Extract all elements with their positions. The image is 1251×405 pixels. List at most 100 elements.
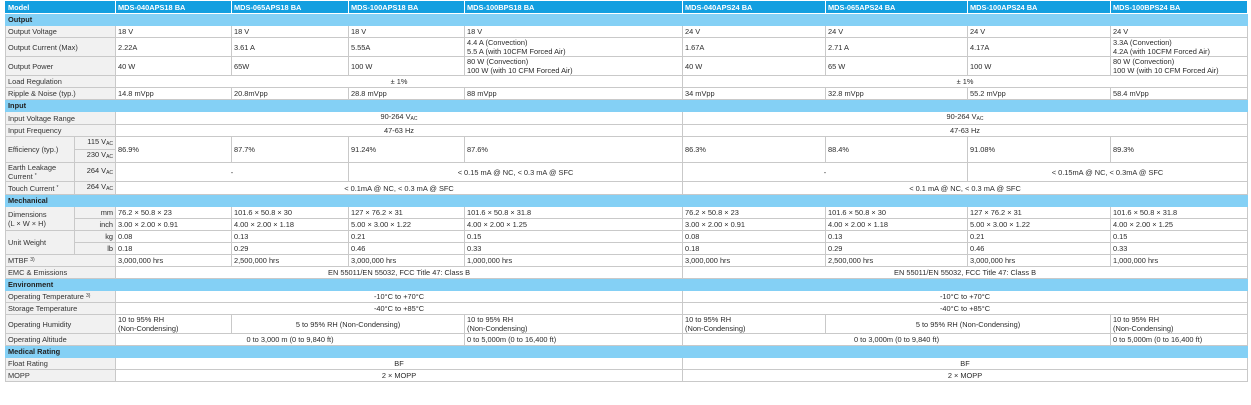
value-text: < 0.1 mA @ NC, < 0.3 mA @ SFC [909, 183, 1021, 193]
value-text: 0.15 [1113, 232, 1128, 241]
value-cell: 5 to 95% RH (Non-Condensing) [231, 314, 466, 334]
row-sublabel: inch [73, 218, 117, 231]
value-text: 76.2 × 50.8 × 23 [118, 208, 172, 217]
row-sublabel: lb [73, 242, 117, 255]
value-cell: 24 V [682, 25, 827, 38]
section-title: Mechanical [4, 194, 1249, 207]
row-sublabel-text: kg [105, 232, 114, 241]
table-row: 230 VAC [6, 149, 1248, 163]
value-text-line2: 4.2A (with 10CFM Forced Air) [1113, 47, 1210, 56]
value-cell: - [115, 162, 350, 182]
row-label: Input Voltage Range [4, 111, 117, 125]
value-text: ± 1% [956, 77, 974, 86]
value-cell: 3,000,000 hrs [682, 254, 827, 267]
value-text: 101.6 × 50.8 × 31.8 [1113, 208, 1178, 217]
value-text: < 0.15mA @ NC, < 0.3mA @ SFC [1051, 167, 1164, 177]
value-text: 5 to 95% RH (Non-Condensing) [915, 319, 1021, 329]
row-label-text: Load Regulation [8, 77, 62, 86]
value-cell: 101.6 × 50.8 × 31.8 [1110, 206, 1249, 219]
value-text-line2: (Non-Condensing) [685, 324, 746, 333]
value-text: 5.00 × 3.00 × 1.22 [351, 220, 412, 229]
value-text: < 0.15 mA @ NC, < 0.3 mA @ SFC [457, 167, 574, 177]
value-cell: 87.7% [231, 136, 350, 163]
value-cell: 2 × MOPP [115, 369, 684, 382]
value-cell: < 0.15mA @ NC, < 0.3mA @ SFC [967, 162, 1249, 182]
value-cell: 0 to 3,000 m (0 to 9,840 ft) [115, 333, 466, 346]
value-text: -10°C to +70°C [939, 292, 991, 301]
value-text: 0.08 [685, 232, 700, 241]
value-text: 0.18 [118, 244, 133, 253]
value-cell: 101.6 × 50.8 × 31.8 [464, 206, 684, 219]
table-row: MOPP 2 × MOPP 2 × MOPP [4, 369, 1249, 382]
row-label-text: Unit Weight [8, 238, 47, 247]
value-cell: 10 to 95% RH (Non-Condensing) [464, 314, 684, 334]
value-text: 91.24% [351, 145, 377, 154]
row-sublabel-subscript: AC [106, 186, 114, 192]
value-cell: 80 W (Convection) 100 W (with 10 CFM Forc… [1110, 56, 1249, 76]
row-label: MOPP [4, 369, 117, 382]
value-text: 100 W [351, 61, 373, 71]
value-text: < 0.1mA @ NC, < 0.3 mA @ SFC [344, 183, 454, 193]
value-cell: 4.00 × 2.00 × 1.18 [825, 218, 969, 231]
value-text: 80 W (Convection) [467, 57, 529, 67]
value-text: 40 W [118, 61, 136, 71]
value-cell: 0.29 [231, 242, 350, 255]
value-text: 2.71 A [828, 42, 849, 52]
model-header-label: Model [4, 0, 117, 14]
table-row: Dimensions (L × W × H) mm 76.2 × 50.8 × 23 1… [5, 206, 1249, 231]
value-text-line2: 100 W (with 10 CFM Forced Air) [1113, 66, 1219, 75]
value-cell: 18 V [348, 25, 466, 38]
value-text: 65 W [828, 61, 846, 71]
value-text: 18 V [234, 27, 250, 36]
value-text: 3,000,000 hrs [970, 256, 1016, 265]
value-cell: 32.8 mVpp [825, 87, 969, 100]
value-cell: 65W [231, 56, 350, 76]
table-row: Input Voltage Range 90-264 VAC 90-264 VAC [4, 111, 1249, 125]
value-text: 65W [234, 61, 250, 71]
row-label-text: MTBF [8, 256, 29, 265]
value-cell: 76.2 × 50.8 × 23 [682, 206, 827, 219]
row-sublabel-text: 230 V [86, 150, 107, 160]
row-sublabel-text: 264 V [86, 182, 107, 192]
footnote-marker: * [56, 184, 59, 191]
value-cell: 0.33 [1110, 242, 1249, 255]
value-text: 87.6% [467, 145, 488, 154]
value-cell: 0.15 [464, 230, 684, 243]
row-label-text: Input Frequency [8, 126, 62, 135]
row-sublabel: mm [73, 206, 117, 219]
value-cell: 5 to 95% RH (Non-Condensing) [825, 314, 1112, 334]
value-text: 10 to 95% RH [685, 315, 732, 325]
row-sublabel-text: inch [99, 220, 114, 229]
value-text: 20.8mVpp [234, 89, 268, 98]
model-header: MDS-065APS24 BA [825, 0, 969, 14]
row-label: Earth Leakage Current * [5, 162, 75, 182]
value-text: 2,500,000 hrs [234, 256, 280, 265]
value-text: 47-63 Hz [384, 126, 415, 135]
row-label-text: Float Rating [8, 359, 48, 368]
row-label: Float Rating [4, 357, 117, 370]
value-text: 3.61 A [234, 42, 255, 52]
value-cell: 3.00 × 2.00 × 0.91 [115, 218, 233, 231]
row-sublabel-text: 264 V [86, 166, 107, 175]
value-text: 0 to 5,000m (0 to 16,400 ft) [1113, 335, 1203, 344]
table-row: Operating Altitude 0 to 3,000 m (0 to 9,8… [4, 333, 1249, 346]
value-cell: < 0.15 mA @ NC, < 0.3 mA @ SFC [348, 162, 684, 182]
value-subscript: AC [976, 116, 984, 122]
value-cell: 14.8 mVpp [115, 87, 233, 100]
value-text: -40°C to +85°C [373, 304, 425, 313]
value-cell: 1.67A [682, 37, 827, 57]
value-text: 87.7% [234, 145, 255, 154]
value-cell: 47-63 Hz [115, 124, 684, 137]
value-text: - [823, 167, 827, 177]
row-label: EMC & Emissions [4, 266, 117, 279]
value-text: BF [394, 359, 404, 368]
value-text: 5 to 95% RH (Non-Condensing) [295, 319, 401, 329]
value-cell: 4.00 × 2.00 × 1.18 [231, 218, 350, 231]
value-cell: 3.00 × 2.00 × 0.91 [682, 218, 827, 231]
table-row: Operating Humidity 10 to 95% RH (Non-Conde… [4, 314, 1249, 334]
value-cell: 4.00 × 2.00 × 1.25 [464, 218, 684, 231]
value-cell: EN 55011/EN 55032, FCC Title 47: Class B [115, 266, 684, 279]
value-cell: 55.2 mVpp [967, 87, 1112, 100]
value-cell: -10°C to +70°C [115, 290, 684, 303]
table-row: Operating Temperature 3) -10°C to +70°C -1… [4, 290, 1249, 303]
